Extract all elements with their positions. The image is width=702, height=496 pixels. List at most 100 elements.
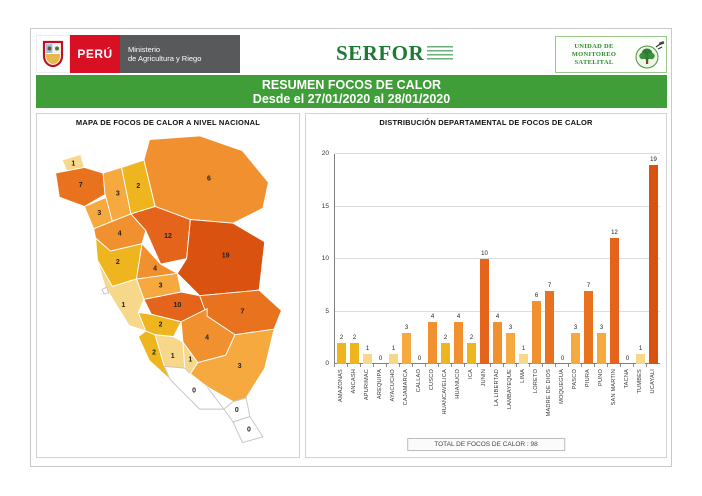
bar-value-label: 7	[547, 282, 552, 289]
map-region-value-label: 1	[71, 161, 75, 168]
bar	[363, 353, 372, 364]
bar	[337, 343, 346, 364]
map-region	[163, 365, 225, 410]
bar-value-label: 0	[378, 356, 383, 362]
x-axis-label-text: AREQUIPA	[376, 369, 383, 400]
map-region-value-label: 6	[207, 175, 211, 182]
gridline	[335, 153, 660, 154]
bar-value-label: 2	[352, 335, 357, 341]
y-axis-labels: 0 5 10 15 20	[312, 150, 332, 367]
x-axis-label-text: TUMBES	[636, 369, 643, 394]
bar-value-label: 1	[638, 345, 643, 352]
map-region-value-label: 1	[188, 357, 192, 364]
x-axis-label-text: MADRE DE DIOS	[545, 369, 552, 417]
bar-column: 19	[647, 156, 660, 364]
map-panel: MAPA DE FOCOS DE CALOR A NIVEL NACIONAL …	[36, 113, 300, 458]
x-axis-label: UCAYALI	[646, 368, 659, 432]
x-axis-label-text: LIMA	[519, 369, 526, 383]
x-axis-label-text: MOQUEGUA	[558, 369, 565, 404]
bar	[467, 343, 476, 364]
x-axis-label-text: AMAZONAS	[337, 369, 344, 402]
x-axis-label-text: PIURA	[584, 369, 591, 388]
x-axis-label-text: ICA	[467, 369, 474, 379]
bar-column: 3	[400, 325, 413, 364]
report-title-banner: RESUMEN FOCOS DE CALOR Desde el 27/01/20…	[36, 75, 667, 108]
x-axis-label-text: LORETO	[532, 369, 539, 394]
ministry-line1: Ministerio	[128, 45, 161, 54]
bar-value-label: 6	[534, 293, 539, 299]
bar	[454, 322, 463, 364]
bar-value-label: 2	[339, 335, 344, 341]
map-title: MAPA DE FOCOS DE CALOR A NIVEL NACIONAL	[75, 118, 261, 127]
serfor-logo: SERFOR	[336, 42, 454, 64]
x-axis-label: CUSCO	[425, 368, 438, 432]
bar	[519, 353, 528, 364]
map-region-value-label: 2	[116, 259, 120, 266]
map-region-value-label: 4	[205, 334, 209, 341]
x-axis-label-text: CAJAMARCA	[402, 369, 409, 406]
map-region	[176, 219, 266, 297]
x-axis-label: SAN MARTIN	[607, 368, 620, 432]
map-region-value-label: 1	[171, 353, 175, 360]
map-region-value-label: 12	[164, 233, 172, 240]
bar	[480, 259, 489, 364]
bar-value-label: 4	[495, 314, 500, 320]
x-axis-label: MOQUEGUA	[555, 368, 568, 432]
x-axis-label: APURIMAC	[360, 368, 373, 432]
x-axis-label: LA LIBERTAD	[490, 368, 503, 432]
x-axis-label: AMAZONAS	[334, 368, 347, 432]
bar-value-label: 2	[443, 335, 448, 341]
x-axis-label-text: AYACUCHO	[389, 369, 396, 402]
y-axis-tick-label: 0	[325, 360, 329, 367]
ums-line2: MONITOREO	[571, 50, 617, 58]
bar	[389, 353, 398, 364]
map-region-value-label: 7	[79, 182, 83, 189]
x-axis-label-text: PASCO	[571, 369, 578, 390]
bar-value-label: 2	[469, 335, 474, 341]
bar-column: 0	[556, 356, 569, 364]
bar-value-label: 3	[573, 324, 578, 331]
map-region-value-label: 3	[159, 282, 163, 289]
bar-column: 0	[374, 356, 387, 364]
x-axis-label: HUANUCO	[451, 368, 464, 432]
peru-label: PERÚ	[77, 47, 113, 61]
bar-column: 2	[465, 335, 478, 364]
bar-column: 0	[621, 356, 634, 364]
bar-value-label: 7	[586, 282, 591, 289]
x-axis-label: MADRE DE DIOS	[542, 368, 555, 432]
y-axis-tick-label: 5	[325, 307, 329, 315]
map-region-value-label: 3	[97, 210, 101, 217]
bar	[441, 343, 450, 364]
gridline	[335, 310, 660, 312]
bar-value-label: 19	[650, 156, 657, 163]
bar-value-label: 1	[365, 345, 370, 352]
x-axis-label-text: TACNA	[623, 369, 630, 389]
x-axis-label-text: LA LIBERTAD	[493, 369, 500, 407]
x-axis-label-text: SAN MARTIN	[610, 369, 617, 406]
bar	[610, 238, 619, 364]
map-region-value-label: 4	[153, 266, 157, 273]
bar-column: 3	[595, 325, 608, 364]
bar-value-label: 3	[508, 324, 513, 331]
x-axis-label-text: HUANUCO	[454, 369, 461, 399]
bar	[402, 332, 411, 364]
bar	[428, 322, 437, 364]
gridline	[335, 258, 660, 259]
bar-value-label: 1	[391, 345, 396, 352]
report-slide: PERÚ Ministerio de Agricultura y Riego S…	[30, 28, 672, 467]
bar	[506, 332, 515, 364]
bar-value-label: 0	[625, 356, 630, 362]
total-heat-spots-box: TOTAL DE FOCOS DE CALOR : 98	[407, 438, 565, 451]
x-axis-label: ANCASH	[347, 368, 360, 432]
y-axis-tick-label: 20	[321, 150, 329, 157]
bar-column: 3	[569, 324, 582, 364]
x-axis-label: AREQUIPA	[373, 368, 386, 432]
peru-wordmark: PERÚ	[70, 35, 120, 73]
map-region	[232, 415, 264, 444]
serfor-tagline-lines	[427, 46, 454, 62]
map-region	[223, 397, 251, 423]
bar-column: 10	[478, 251, 491, 364]
header: PERÚ Ministerio de Agricultura y Riego S…	[36, 35, 667, 73]
x-axis-label: LORETO	[529, 368, 542, 432]
